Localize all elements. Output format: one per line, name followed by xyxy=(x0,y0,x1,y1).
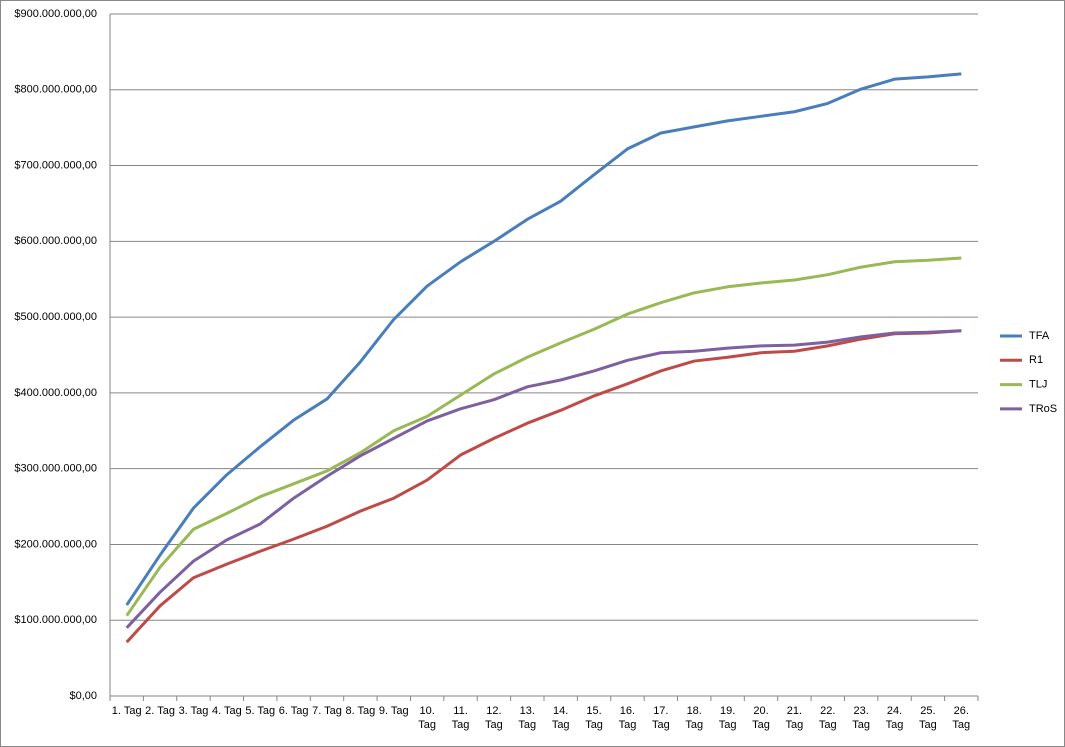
x-tick-label: 25. Tag xyxy=(919,705,937,731)
y-tick-label: $200.000.000,00 xyxy=(14,538,97,550)
x-tick-label: 26. Tag xyxy=(952,705,971,731)
legend-label: R1 xyxy=(1029,354,1043,366)
x-tick-label: 21. Tag xyxy=(785,705,804,731)
x-tick-label: 18. Tag xyxy=(685,705,704,731)
y-tick-label: $800.000.000,00 xyxy=(14,84,97,96)
x-tick-label: 15. Tag xyxy=(585,705,603,731)
y-tick-label: $900.000.000,00 xyxy=(14,8,97,20)
x-tick-label: 13. Tag xyxy=(518,705,537,731)
x-tick-label: 1. Tag xyxy=(111,705,142,717)
legend-label: TRoS xyxy=(1029,403,1057,415)
x-tick-label: 17. Tag xyxy=(651,705,670,731)
series-line xyxy=(125,72,962,606)
x-tick-label: 16. Tag xyxy=(618,705,637,731)
x-tick-label: 23. Tag xyxy=(852,705,871,731)
x-tick-label: 6. Tag xyxy=(278,705,309,717)
y-tick-label: $500.000.000,00 xyxy=(14,311,97,323)
x-tick-label: 10. Tag xyxy=(418,705,437,731)
x-tick-label: 22. Tag xyxy=(818,705,837,731)
legend-label: TLJ xyxy=(1029,379,1047,391)
series-line xyxy=(125,256,962,617)
x-tick-label: 8. Tag xyxy=(345,705,376,717)
x-tick-label: 2. Tag xyxy=(145,705,175,717)
y-tick-label: $0,00 xyxy=(69,690,97,702)
y-tick-label: $600.000.000,00 xyxy=(14,235,97,247)
series-line xyxy=(125,329,962,644)
y-tick-label: $400.000.000,00 xyxy=(14,387,97,399)
x-tick-label: 20. Tag xyxy=(752,705,770,731)
x-tick-label: 12. Tag xyxy=(485,705,503,731)
series-line xyxy=(125,329,962,629)
x-tick-label: 7. Tag xyxy=(312,705,342,717)
x-tick-label: 4. Tag xyxy=(211,705,242,717)
legend-label: TFA xyxy=(1029,330,1050,342)
y-tick-label: $700.000.000,00 xyxy=(14,159,97,171)
x-tick-label: 9. Tag xyxy=(378,705,409,717)
x-tick-label: 19. Tag xyxy=(718,705,737,731)
x-tick-label: 14. Tag xyxy=(551,705,570,731)
x-tick-label: 24. Tag xyxy=(885,705,904,731)
x-tick-label: 5. Tag xyxy=(245,705,276,717)
y-tick-label: $300.000.000,00 xyxy=(14,463,97,475)
x-tick-label: 11. Tag xyxy=(451,705,470,731)
y-tick-label: $100.000.000,00 xyxy=(14,614,97,626)
x-tick-label: 3. Tag xyxy=(178,705,209,717)
